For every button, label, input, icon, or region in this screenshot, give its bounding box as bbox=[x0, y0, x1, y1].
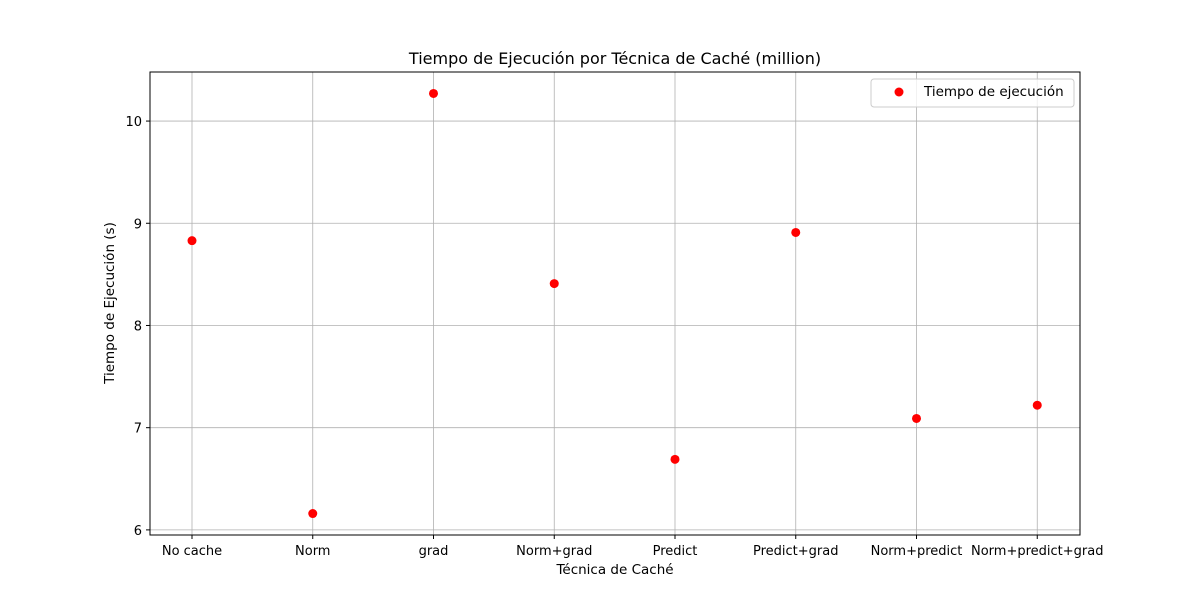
y-tick-label: 10 bbox=[125, 115, 142, 130]
data-points bbox=[187, 88, 1042, 519]
grid-lines bbox=[150, 72, 1080, 535]
x-tick-label: Norm bbox=[295, 544, 330, 559]
x-tick-label: Norm+predict bbox=[871, 544, 963, 559]
x-tick-label: Norm+predict+grad bbox=[971, 544, 1103, 559]
legend-label: Tiempo de ejecución bbox=[923, 84, 1064, 100]
data-point bbox=[1032, 400, 1042, 410]
y-axis-label: Tiempo de Ejecución (s) bbox=[102, 222, 118, 385]
legend-marker bbox=[894, 87, 904, 97]
data-point bbox=[791, 227, 801, 237]
data-point bbox=[308, 509, 318, 519]
x-tick-label: Norm+grad bbox=[516, 544, 592, 559]
x-tick-label: Predict+grad bbox=[753, 544, 838, 559]
x-tick-label: No cache bbox=[162, 544, 222, 559]
data-point bbox=[549, 279, 559, 289]
x-tick-label: Predict bbox=[653, 544, 698, 559]
chart-title: Tiempo de Ejecución por Técnica de Caché… bbox=[408, 49, 821, 68]
plot-area-frame bbox=[149, 71, 1081, 536]
x-tick-label: grad bbox=[419, 544, 449, 559]
data-point bbox=[670, 454, 680, 464]
y-tick-label: 8 bbox=[134, 319, 142, 334]
y-tick-label: 9 bbox=[134, 217, 142, 232]
y-tick-label: 7 bbox=[134, 422, 142, 437]
legend-box bbox=[870, 78, 1075, 108]
axis-ticks: No cache Norm grad Norm+grad Predict Predict+… bbox=[125, 115, 1103, 559]
data-point bbox=[187, 236, 197, 246]
legend: Tiempo de ejecución bbox=[870, 78, 1075, 108]
data-point bbox=[912, 413, 921, 423]
y-tick-label: 6 bbox=[134, 524, 142, 539]
data-point bbox=[429, 88, 438, 98]
x-axis-label: Técnica de Caché bbox=[555, 562, 673, 578]
